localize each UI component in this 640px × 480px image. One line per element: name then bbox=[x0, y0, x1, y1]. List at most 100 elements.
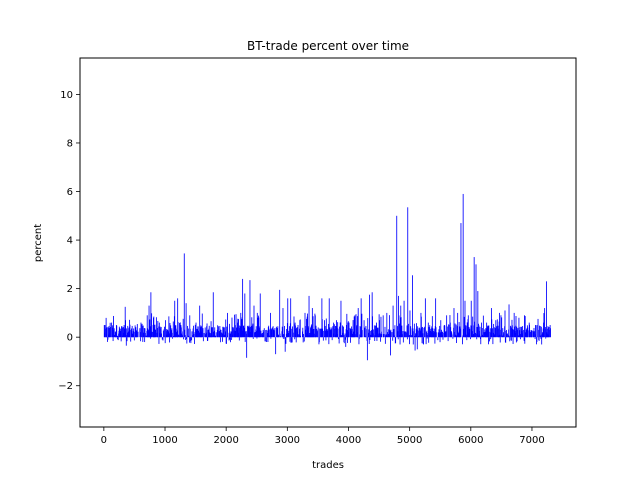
bar bbox=[369, 330, 371, 338]
bar bbox=[155, 317, 157, 338]
bar bbox=[538, 337, 540, 341]
bar bbox=[517, 327, 519, 338]
bar bbox=[476, 326, 478, 338]
bar bbox=[382, 315, 384, 338]
bar bbox=[220, 329, 222, 338]
bar bbox=[495, 320, 497, 338]
bar bbox=[447, 326, 449, 338]
bar bbox=[527, 330, 529, 338]
bar bbox=[237, 318, 239, 338]
bar bbox=[459, 328, 461, 338]
bar bbox=[327, 330, 329, 338]
bar bbox=[474, 332, 476, 338]
bar bbox=[435, 332, 437, 338]
bar bbox=[367, 332, 369, 338]
x-tick-label: 4000 bbox=[336, 435, 361, 446]
bar bbox=[434, 331, 435, 338]
bar bbox=[373, 325, 375, 338]
bar bbox=[529, 330, 531, 338]
bar bbox=[358, 337, 360, 339]
bar bbox=[233, 328, 234, 338]
bar bbox=[398, 315, 400, 338]
bar bbox=[352, 320, 354, 338]
bar bbox=[200, 325, 202, 338]
bar bbox=[405, 331, 407, 338]
x-tick-label: 1000 bbox=[152, 435, 177, 446]
bar bbox=[194, 324, 196, 338]
bar bbox=[417, 330, 419, 338]
bar bbox=[389, 331, 391, 338]
bars-layer bbox=[103, 193, 551, 361]
bar bbox=[125, 320, 126, 338]
bar bbox=[420, 316, 422, 338]
bar bbox=[413, 323, 415, 338]
bar bbox=[311, 324, 313, 338]
bar bbox=[541, 337, 543, 345]
bar bbox=[533, 327, 535, 338]
bar bbox=[243, 327, 245, 338]
bar bbox=[481, 328, 483, 338]
bar bbox=[482, 334, 484, 338]
bar bbox=[539, 325, 540, 338]
bar bbox=[291, 328, 293, 338]
bar bbox=[177, 322, 179, 338]
bar bbox=[223, 327, 224, 338]
bar bbox=[227, 332, 229, 338]
bar bbox=[126, 328, 128, 338]
bar bbox=[144, 337, 146, 343]
bar bbox=[397, 331, 399, 338]
bar bbox=[144, 333, 146, 338]
x-tick-label: 5000 bbox=[397, 435, 422, 446]
bar bbox=[168, 316, 170, 338]
bar bbox=[384, 326, 386, 338]
bar bbox=[441, 332, 443, 338]
bar bbox=[397, 337, 399, 340]
bar bbox=[245, 331, 247, 338]
bar bbox=[275, 337, 277, 355]
bar bbox=[127, 331, 129, 338]
bar bbox=[412, 337, 414, 345]
bar bbox=[303, 333, 304, 338]
bar bbox=[426, 330, 428, 338]
bar bbox=[136, 330, 137, 338]
bar bbox=[428, 337, 430, 343]
bar bbox=[226, 337, 227, 344]
bar bbox=[161, 337, 163, 340]
bar bbox=[120, 337, 122, 342]
bar bbox=[177, 298, 179, 338]
bar bbox=[369, 294, 371, 338]
bar bbox=[522, 329, 524, 338]
bar bbox=[442, 331, 444, 338]
bar bbox=[453, 331, 455, 338]
bar bbox=[259, 293, 261, 338]
bar bbox=[160, 328, 161, 338]
bar bbox=[313, 328, 315, 338]
y-tick-label: 0 bbox=[67, 333, 73, 344]
bar bbox=[267, 332, 268, 338]
bar bbox=[274, 328, 276, 338]
bar bbox=[289, 337, 291, 342]
bar bbox=[234, 314, 235, 338]
bar bbox=[261, 333, 263, 338]
bar bbox=[202, 337, 204, 342]
bar bbox=[377, 327, 379, 338]
bar bbox=[328, 337, 330, 345]
bar bbox=[279, 335, 281, 338]
bar bbox=[368, 329, 370, 338]
bar bbox=[466, 337, 468, 341]
bar bbox=[462, 337, 463, 345]
bar bbox=[164, 326, 165, 338]
bar bbox=[407, 207, 409, 338]
bar bbox=[205, 334, 206, 338]
bar bbox=[174, 300, 176, 338]
bar bbox=[511, 337, 513, 341]
bar bbox=[333, 322, 335, 338]
bar bbox=[451, 334, 453, 338]
bar bbox=[297, 334, 299, 338]
bar bbox=[103, 325, 105, 338]
bar bbox=[270, 312, 271, 338]
bar bbox=[277, 326, 279, 338]
plot-frame bbox=[79, 57, 577, 428]
bar bbox=[184, 337, 186, 340]
bar bbox=[273, 329, 275, 338]
